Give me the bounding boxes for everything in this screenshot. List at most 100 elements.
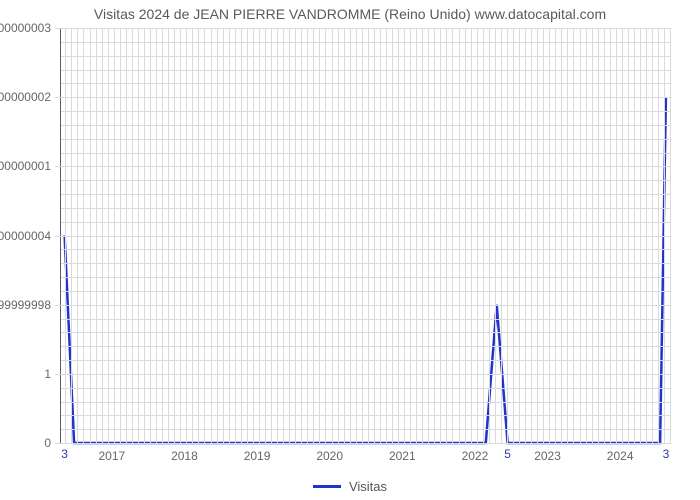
gridline-v (416, 28, 417, 443)
gridline-v (271, 28, 272, 443)
gridline-v (634, 28, 635, 443)
gridline-v (519, 28, 520, 443)
gridline-v (325, 28, 326, 443)
y-tick-label: 1.9999999999999998 (0, 298, 51, 312)
gridline-v (489, 28, 490, 443)
gridline-v (616, 28, 617, 443)
gridline-v (102, 28, 103, 443)
gridline-v (410, 28, 411, 443)
x-tick-label: 2017 (98, 449, 125, 463)
gridline-v (446, 28, 447, 443)
gridline-v (380, 28, 381, 443)
gridline-v (422, 28, 423, 443)
gridline-v (404, 28, 405, 443)
legend-label: Visitas (349, 479, 387, 494)
gridline-v (374, 28, 375, 443)
gridline-v (604, 28, 605, 443)
x-tick-label: 2024 (607, 449, 634, 463)
gridline-v (640, 28, 641, 443)
gridline-v (580, 28, 581, 443)
x-tick-label: 2018 (171, 449, 198, 463)
gridline-v (386, 28, 387, 443)
gridline-v (132, 28, 133, 443)
gridline-v (670, 28, 671, 443)
gridline-v (313, 28, 314, 443)
gridline-v (622, 28, 623, 443)
legend-item-visitas: Visitas (313, 479, 387, 494)
y-tick-label: 6.000000000000003 (0, 21, 51, 35)
gridline-v (259, 28, 260, 443)
gridline-v (186, 28, 187, 443)
gridline-v (368, 28, 369, 443)
x-tick-label: 2020 (316, 449, 343, 463)
gridline-v (465, 28, 466, 443)
gridline-v (192, 28, 193, 443)
gridline-v (319, 28, 320, 443)
gridline-v (204, 28, 205, 443)
gridline-v (586, 28, 587, 443)
gridline-v (247, 28, 248, 443)
y-tick-label: 5.000000000000002 (0, 90, 51, 104)
gridline-v (96, 28, 97, 443)
gridline-v (495, 28, 496, 443)
gridline-v (561, 28, 562, 443)
gridline-v (471, 28, 472, 443)
gridline-v (180, 28, 181, 443)
gridline-v (126, 28, 127, 443)
gridline-v (150, 28, 151, 443)
legend-swatch (313, 485, 341, 488)
data-point-label: 5 (504, 447, 511, 461)
legend: Visitas (0, 475, 700, 494)
gridline-h (55, 443, 671, 444)
gridline-v (350, 28, 351, 443)
gridline-v (229, 28, 230, 443)
gridline-v (652, 28, 653, 443)
gridline-v (235, 28, 236, 443)
y-tick-label: 4.000000000000001 (0, 159, 51, 173)
gridline-v (356, 28, 357, 443)
gridline-v (283, 28, 284, 443)
gridline-v (573, 28, 574, 443)
plot-area: 011.99999999999999983.00000000000000044.… (60, 28, 671, 444)
gridline-v (434, 28, 435, 443)
gridline-v (289, 28, 290, 443)
x-tick-label: 2021 (389, 449, 416, 463)
gridline-v (592, 28, 593, 443)
gridline-v (598, 28, 599, 443)
gridline-v (90, 28, 91, 443)
gridline-v (459, 28, 460, 443)
gridline-v (198, 28, 199, 443)
y-tick-label: 1 (44, 367, 51, 381)
gridline-v (525, 28, 526, 443)
gridline-v (174, 28, 175, 443)
gridline-v (646, 28, 647, 443)
gridline-v (108, 28, 109, 443)
gridline-v (549, 28, 550, 443)
gridline-v (144, 28, 145, 443)
gridline-v (555, 28, 556, 443)
chart-container: Visitas 2024 de JEAN PIERRE VANDROMME (R… (0, 0, 700, 500)
gridline-v (138, 28, 139, 443)
gridline-v (610, 28, 611, 443)
gridline-v (307, 28, 308, 443)
gridline-v (77, 28, 78, 443)
gridline-v (338, 28, 339, 443)
gridline-v (452, 28, 453, 443)
gridline-v (223, 28, 224, 443)
gridline-v (83, 28, 84, 443)
gridline-v (217, 28, 218, 443)
gridline-v (440, 28, 441, 443)
gridline-v (211, 28, 212, 443)
data-point-label: 3 (61, 447, 68, 461)
gridline-v (531, 28, 532, 443)
gridline-v (162, 28, 163, 443)
gridline-v (658, 28, 659, 443)
gridline-v (628, 28, 629, 443)
gridline-v (428, 28, 429, 443)
gridline-v (120, 28, 121, 443)
y-tick-label: 3.0000000000000004 (0, 229, 51, 243)
gridline-v (483, 28, 484, 443)
gridline-v (114, 28, 115, 443)
gridline-v (253, 28, 254, 443)
chart-title: Visitas 2024 de JEAN PIERRE VANDROMME (R… (0, 6, 700, 22)
